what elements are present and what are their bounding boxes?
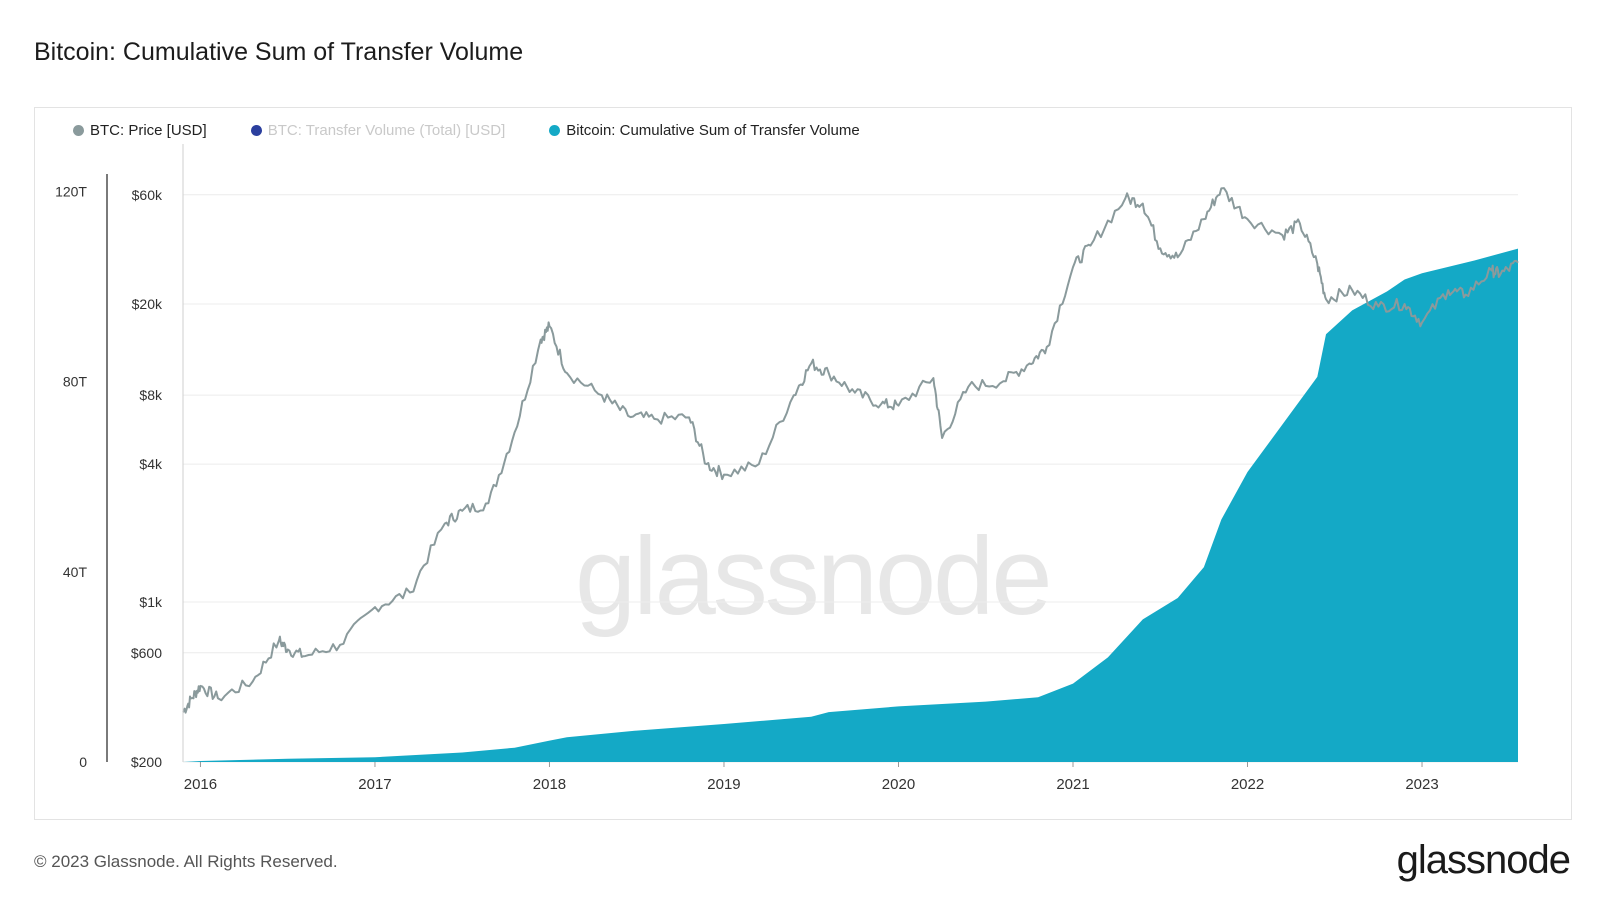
price-tick-label: $200 <box>131 754 162 770</box>
price-tick-label: $1k <box>139 594 163 610</box>
price-tick-label: $20k <box>132 296 163 312</box>
price-tick-label: $600 <box>131 645 162 661</box>
legend-cumulative-dot-icon <box>549 125 561 136</box>
x-tick-label: 2018 <box>533 776 566 793</box>
x-tick-label: 2021 <box>1056 776 1089 793</box>
chart-panel: BTC: Price [USD] BTC: Transfer Volume (T… <box>34 107 1572 820</box>
legend: BTC: Price [USD] BTC: Transfer Volume (T… <box>73 122 860 139</box>
brand-logo[interactable]: glassnode <box>1396 838 1571 882</box>
legend-item-price[interactable]: BTC: Price [USD] <box>73 122 207 139</box>
chart-svg: 0 40T 80T 120T $200 $600 $1k $4k $8k $20k $60k 20… <box>55 144 1519 793</box>
right-axis-ticks: $200 $600 $1k $4k $8k $20k $60k <box>131 187 163 770</box>
x-axis-ticks: 2016 2017 2018 2019 2020 2021 2022 2023 <box>184 762 1439 793</box>
left-tick-label: 40T <box>63 564 88 580</box>
cumulative-area[interactable] <box>183 248 1518 763</box>
price-line[interactable] <box>182 187 1519 714</box>
left-tick-label: 120T <box>55 184 87 200</box>
x-tick-label: 2016 <box>184 776 217 793</box>
legend-item-transfer-volume[interactable]: BTC: Transfer Volume (Total) [USD] <box>250 122 506 139</box>
price-tick-label: $4k <box>139 456 163 472</box>
x-tick-label: 2017 <box>358 776 391 793</box>
legend-transfer-volume-label: BTC: Transfer Volume (Total) [USD] <box>267 122 506 139</box>
left-axis-ticks: 0 40T 80T 120T <box>55 184 87 770</box>
copyright: © 2023 Glassnode. All Rights Reserved. <box>34 852 338 871</box>
legend-price-dot-icon <box>73 125 84 136</box>
left-tick-label: 0 <box>79 754 87 770</box>
price-tick-label: $8k <box>139 387 163 403</box>
price-tick-label: $60k <box>132 187 163 203</box>
legend-transfer-volume-dot-icon <box>250 125 262 136</box>
page-title: Bitcoin: Cumulative Sum of Transfer Volu… <box>34 38 524 66</box>
x-tick-label: 2022 <box>1231 776 1264 793</box>
x-tick-label: 2019 <box>707 776 740 793</box>
x-tick-label: 2020 <box>882 776 915 793</box>
legend-price-label: BTC: Price [USD] <box>90 122 207 139</box>
x-tick-label: 2023 <box>1405 776 1438 793</box>
left-tick-label: 80T <box>63 374 88 390</box>
legend-item-cumulative[interactable]: Bitcoin: Cumulative Sum of Transfer Volu… <box>549 122 860 139</box>
legend-cumulative-label: Bitcoin: Cumulative Sum of Transfer Volu… <box>566 122 860 139</box>
